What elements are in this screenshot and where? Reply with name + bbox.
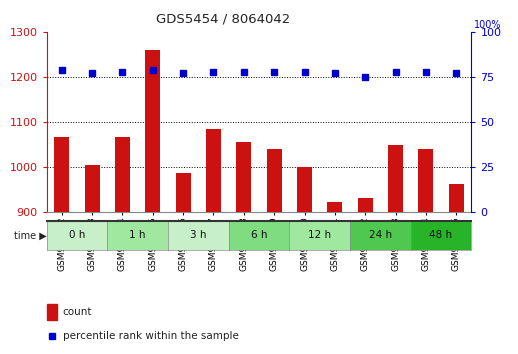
Bar (267, 149, 282, 212)
Text: 0 h: 0 h (69, 230, 85, 240)
Bar (47, 304, 57, 320)
Bar (388, 145, 403, 212)
Bar (54, 137, 69, 212)
Text: 3 h: 3 h (190, 230, 207, 240)
Text: 12 h: 12 h (308, 230, 331, 240)
Bar (418, 149, 434, 212)
Text: 100%: 100% (474, 21, 501, 30)
Bar (145, 50, 161, 212)
Text: 1 h: 1 h (130, 230, 146, 240)
Bar (84, 165, 99, 212)
Bar (297, 167, 312, 212)
Text: 6 h: 6 h (251, 230, 267, 240)
Text: 24 h: 24 h (369, 230, 392, 240)
Bar (327, 202, 342, 212)
Text: 48 h: 48 h (429, 230, 453, 240)
Text: percentile rank within the sample: percentile rank within the sample (63, 331, 239, 341)
Bar (206, 129, 221, 212)
Bar (449, 184, 464, 212)
Bar (176, 173, 191, 212)
Bar (357, 198, 373, 212)
Bar (115, 137, 130, 212)
Text: GDS5454 / 8064042: GDS5454 / 8064042 (155, 12, 290, 25)
Text: count: count (63, 307, 92, 317)
Bar (236, 142, 251, 212)
Text: time ▶: time ▶ (14, 230, 47, 240)
